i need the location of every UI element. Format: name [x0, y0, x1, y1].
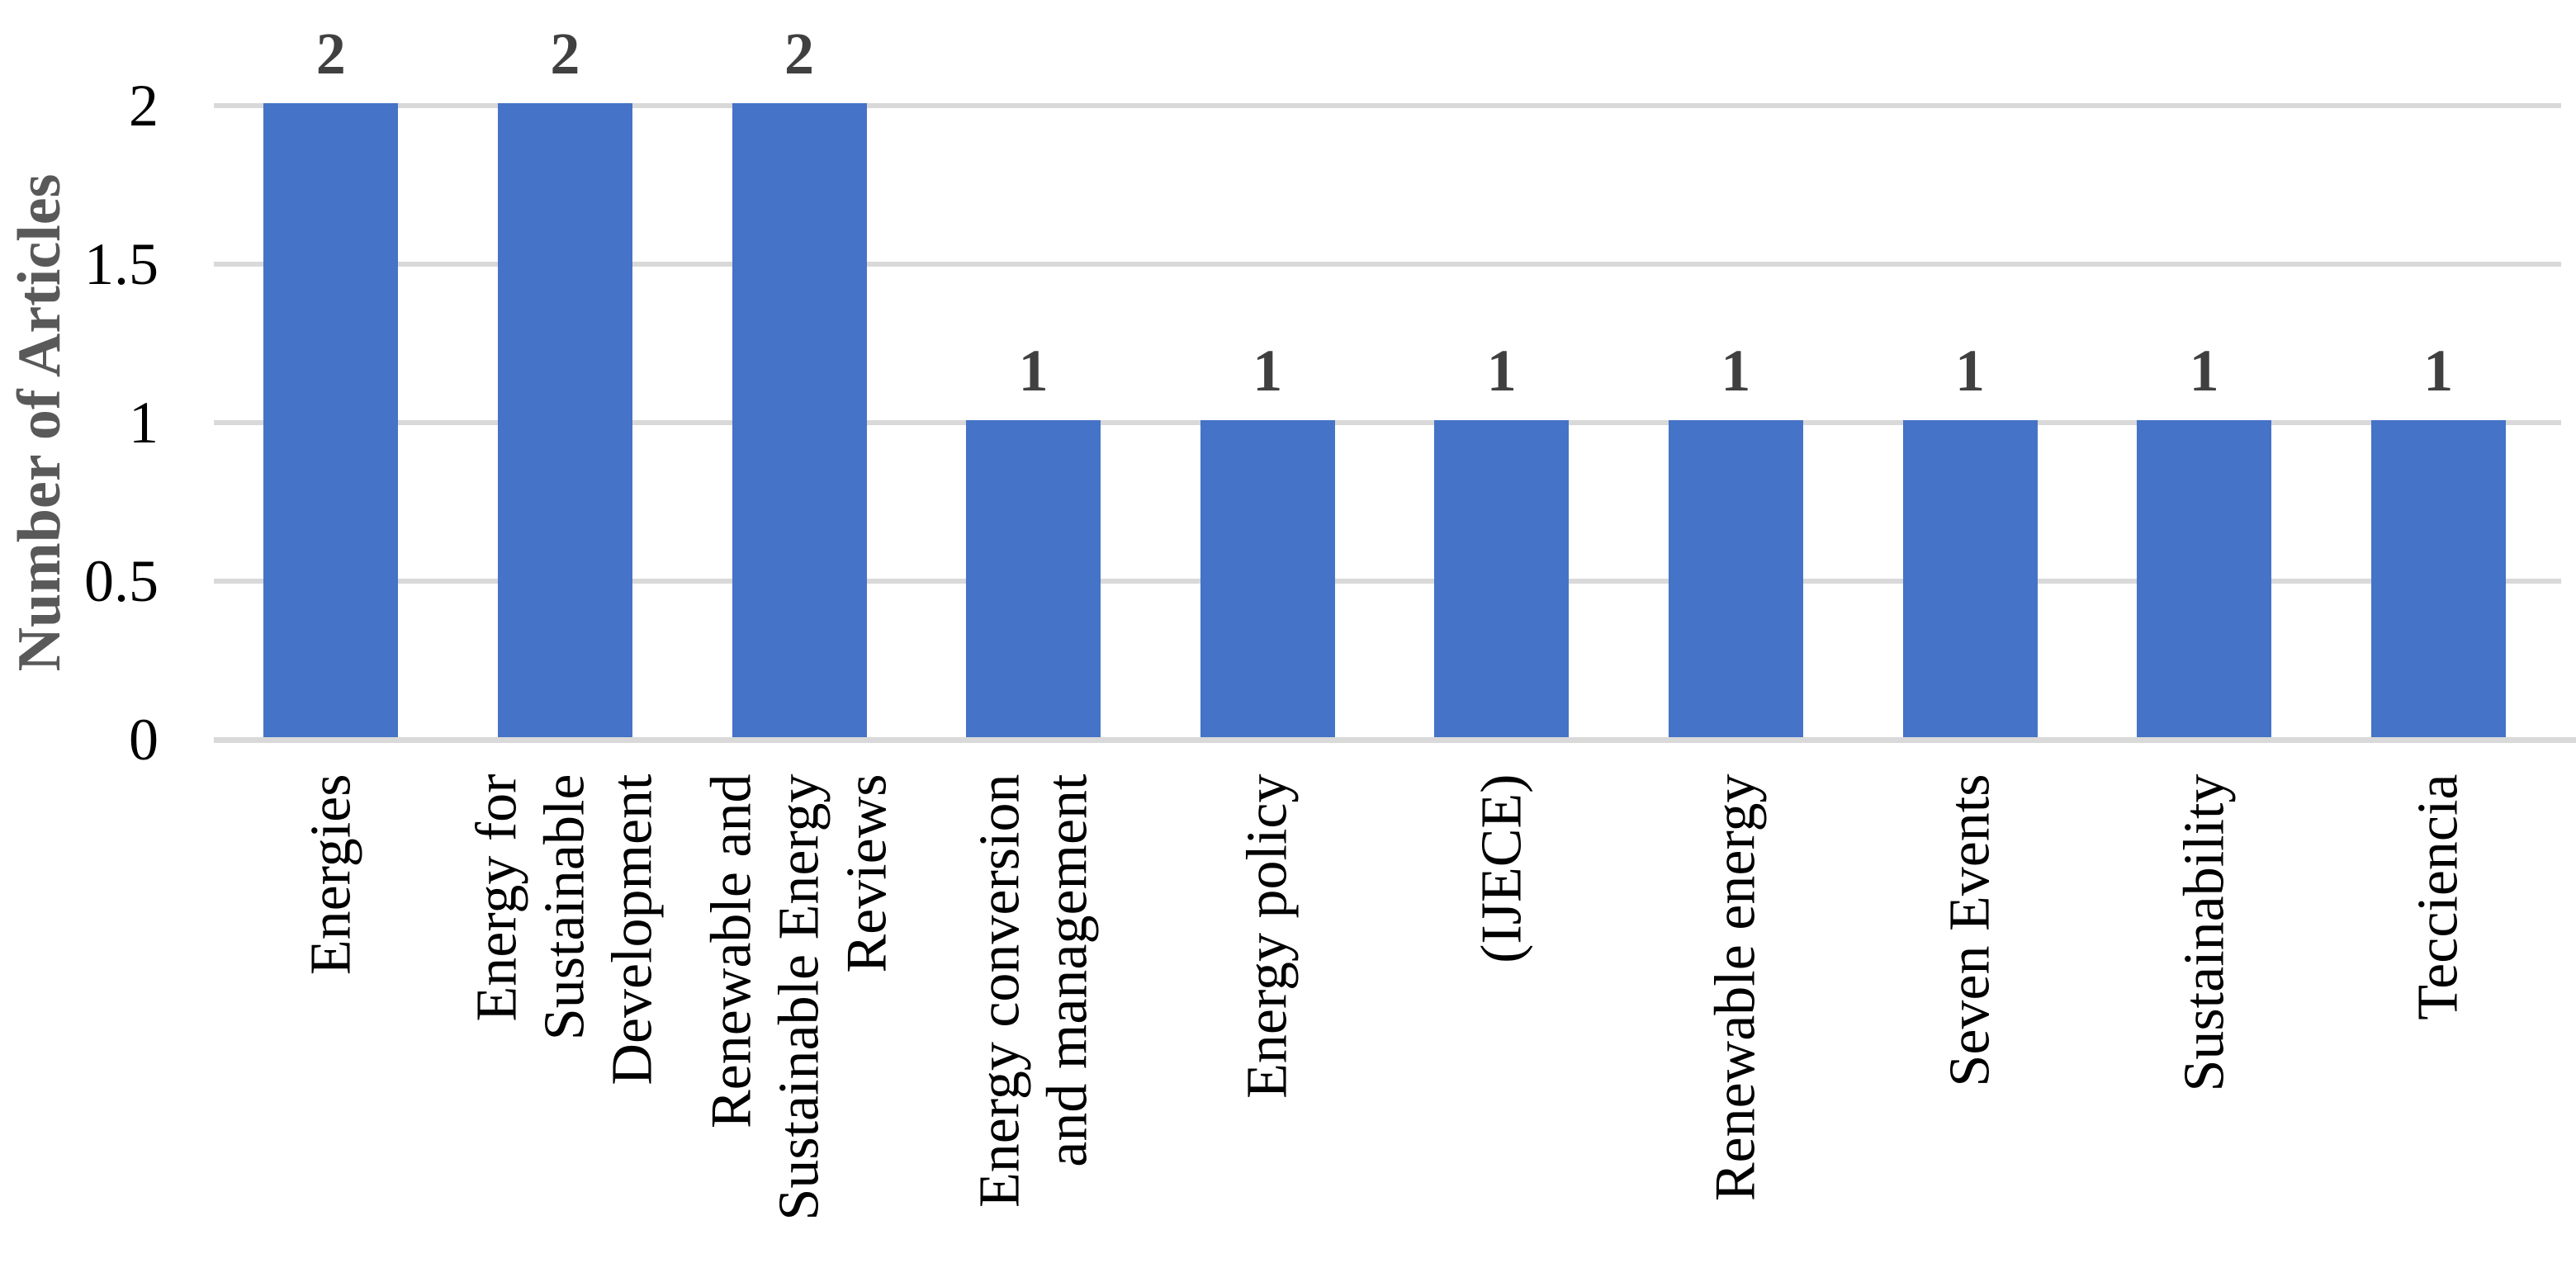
bar [1200, 420, 1335, 737]
y-tick-label: 0.5 [84, 548, 159, 614]
y-tick-label: 2 [129, 73, 159, 139]
bar [2137, 420, 2272, 737]
x-axis-line [214, 737, 2576, 743]
x-category-label-line: Development [600, 773, 665, 1086]
x-category-label: Energy conversion and management [916, 773, 1150, 1269]
bar-data-label: 1 [2423, 338, 2454, 404]
gridline [214, 103, 2561, 108]
y-tick-label: 0 [129, 707, 159, 773]
y-tick-label: 1 [129, 390, 159, 456]
bar [263, 103, 399, 737]
bar [2370, 420, 2506, 737]
x-category-label-line: and management [1035, 773, 1099, 1167]
x-category-label: Energy for Sustainable Development [448, 773, 682, 1269]
bar-data-label: 2 [550, 21, 580, 87]
y-tick-label: 1.5 [84, 231, 159, 297]
x-category-label: Seven Events [1854, 773, 2087, 1269]
bar-data-label: 1 [2189, 338, 2219, 404]
x-category-label-line: Energy for [465, 773, 529, 1021]
x-category-label-line: Reviews [835, 773, 898, 973]
x-category-label: Renewable and Sustainable Energy Reviews [683, 773, 916, 1269]
gridline [214, 420, 2561, 425]
bar [497, 103, 632, 737]
x-category-label-line: Renewable and [699, 773, 763, 1128]
bar [1902, 420, 2038, 737]
bar [966, 420, 1101, 737]
bar-data-label: 1 [1018, 338, 1049, 404]
x-category-label-line: Energy policy [1235, 773, 1300, 1099]
x-category-label-line: Renewable energy [1703, 773, 1768, 1201]
bar-data-label: 1 [1486, 338, 1517, 404]
x-category-label-line: Sustainable Energy [767, 773, 831, 1221]
x-category-label: Energy policy [1151, 773, 1385, 1269]
x-category-label: Energies [214, 773, 447, 1269]
gridline [214, 262, 2561, 267]
x-category-label: Tecciencia [2322, 773, 2555, 1269]
x-category-label-line: Energies [298, 773, 362, 975]
x-category-label: Sustainability [2087, 773, 2321, 1269]
bar [732, 103, 867, 737]
bar-data-label: 1 [1955, 338, 1985, 404]
x-category-label-line: Tecciencia [2406, 773, 2470, 1020]
x-category-label: (IJECE) [1385, 773, 1618, 1269]
bar-data-label: 2 [315, 21, 346, 87]
bar-data-label: 1 [1252, 338, 1283, 404]
bar-data-label: 2 [784, 21, 814, 87]
x-category-label-line: (IJECE) [1469, 773, 1533, 963]
x-category-label: Renewable energy [1619, 773, 1853, 1269]
bar-data-label: 1 [1721, 338, 1751, 404]
bar [1668, 420, 1803, 737]
bar [1434, 420, 1570, 737]
x-category-label-line: Seven Events [1938, 773, 2001, 1087]
x-category-label-line: Sustainable [533, 773, 597, 1040]
gridline [214, 579, 2561, 584]
x-category-label-line: Sustainability [2171, 773, 2236, 1091]
x-category-label-line: Energy conversion [967, 773, 1031, 1208]
